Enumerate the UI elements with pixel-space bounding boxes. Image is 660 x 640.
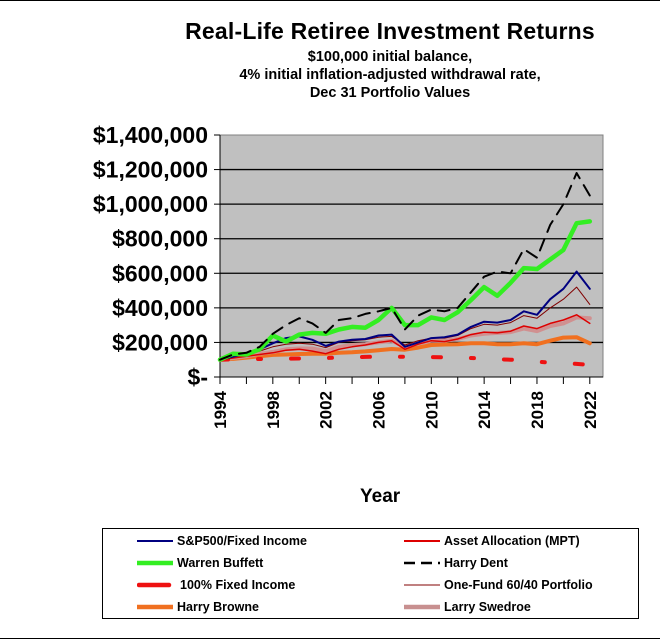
x-tick-label: 2018	[528, 391, 547, 429]
x-tick-label: 1998	[264, 391, 283, 429]
legend-item-warren-buffett: Warren Buffett	[137, 553, 263, 573]
series-line-one-fund-60-40-portfolio	[219, 286, 591, 361]
y-tick-label: $1,000,000	[93, 191, 208, 217]
line-chart: $- $200,000 $400,000 $600,000 $800,000 $1,000…	[93, 122, 604, 429]
y-tick-label: $200,000	[112, 329, 208, 355]
series-line-warren-buffett	[217, 219, 593, 362]
x-tick-label: 2006	[369, 391, 388, 429]
legend-label: Larry Swedroe	[444, 600, 531, 614]
x-tick-label: 2014	[475, 390, 494, 428]
y-tick-label: $400,000	[112, 295, 208, 321]
legend-item-sp500-fixed-income: S&P500/Fixed Income	[137, 531, 307, 551]
legend-swatch-icon	[404, 604, 440, 610]
legend-label: Harry Browne	[177, 600, 259, 614]
x-axis-label: Year	[360, 486, 401, 507]
legend-swatch-icon	[137, 540, 173, 542]
legend-swatch-icon	[404, 540, 440, 542]
y-tick-label: $600,000	[112, 260, 208, 286]
legend-label: One-Fund 60/40 Portfolio	[444, 578, 593, 592]
chart-title: Real-Life Retiree Investment Returns	[185, 18, 595, 44]
legend-swatch-icon	[404, 584, 440, 586]
frame-bottom-border	[0, 638, 660, 639]
legend-item-harry-dent: Harry Dent	[404, 553, 508, 573]
legend-item-harry-browne: Harry Browne	[137, 597, 259, 617]
x-tick-label: 1994	[211, 390, 230, 428]
frame-top-border	[0, 0, 660, 1]
legend-item-fixed-income: 100% Fixed Income	[137, 575, 295, 595]
series-line-asset-allocation-mpt-	[219, 314, 591, 361]
legend-label: Harry Dent	[444, 556, 508, 570]
legend-item-one-fund-60-40: One-Fund 60/40 Portfolio	[404, 575, 593, 595]
legend-label: S&P500/Fixed Income	[177, 534, 307, 548]
series-line-harry-dent	[219, 172, 591, 361]
y-tick-label: $-	[188, 364, 208, 390]
chart-subtitle-line-2: 4% initial inflation-adjusted withdrawal…	[239, 67, 541, 83]
chart-subtitle-line-1: $100,000 initial balance,	[307, 49, 473, 65]
x-tick-label: 2022	[581, 391, 600, 429]
y-tick-label: $800,000	[112, 226, 208, 252]
legend-label: Warren Buffett	[177, 556, 264, 570]
legend-swatch-icon	[137, 604, 173, 610]
legend-swatch-icon	[404, 561, 440, 565]
x-axis: 1994 1998 2002 2006 2010 2014 2018 2022	[211, 376, 603, 429]
x-tick-label: 2002	[317, 391, 336, 429]
legend-label: 100% Fixed Income	[180, 578, 296, 592]
legend-item-asset-allocation: Asset Allocation (MPT)	[404, 531, 580, 551]
legend-swatch-icon	[137, 582, 172, 588]
legend: S&P500/Fixed Income Asset Allocation (MP…	[102, 528, 639, 619]
chart-subtitle-line-3: Dec 31 Portfolio Values	[309, 85, 471, 101]
legend-label: Asset Allocation (MPT)	[444, 534, 580, 548]
x-tick-label: 2010	[422, 391, 441, 429]
data-series	[217, 172, 593, 367]
y-tick-label: $1,400,000	[93, 122, 208, 148]
y-tick-label: $1,200,000	[93, 157, 208, 183]
legend-swatch-icon	[137, 560, 173, 566]
y-axis: $- $200,000 $400,000 $600,000 $800,000 $1,000…	[93, 122, 221, 390]
series-line-100-fixed-income	[218, 354, 592, 367]
legend-item-larry-swedroe: Larry Swedroe	[404, 597, 531, 617]
